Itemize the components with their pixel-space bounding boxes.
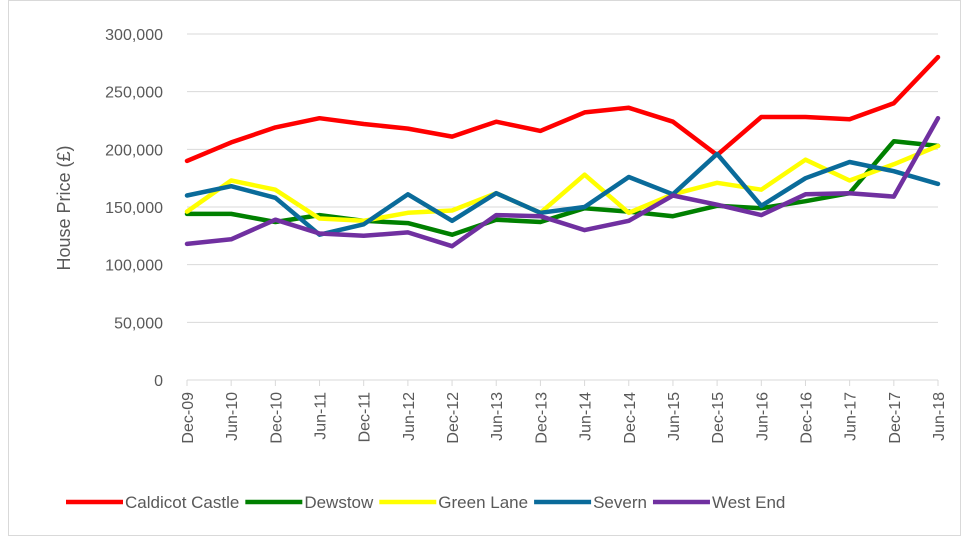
legend-item-dewstow: Dewstow — [245, 493, 374, 512]
legend-label: West End — [712, 493, 785, 512]
series-line-green-lane — [184, 143, 941, 224]
axes — [186, 379, 939, 386]
chart-frame — [8, 0, 961, 536]
series-lines — [184, 54, 941, 249]
legend: Caldicot Castle Dewstow Green Lane Severn We… — [66, 493, 785, 512]
x-tick-labels: Dec-09 Jun-10 Dec-10 Jun-11 Dec-11 Jun-12 Dec-… — [180, 392, 948, 444]
y-tick-label: 250,000 — [105, 85, 163, 102]
y-tick-labels: 0 50,000 100,000 150,000 200,000 250,000 300,0… — [105, 27, 163, 390]
x-tick-label: Dec-13 — [533, 392, 550, 444]
legend-label: Severn — [593, 493, 647, 512]
x-tick-label: Jun-14 — [578, 392, 595, 441]
legend-item-west-end: West End — [652, 493, 785, 512]
x-tick-label: Jun-17 — [843, 392, 860, 441]
x-tick-label: Jun-15 — [666, 392, 683, 441]
x-tick-label: Dec-15 — [710, 392, 727, 444]
x-tick-label: Dec-11 — [357, 392, 374, 442]
x-tick-label: Jun-12 — [401, 392, 418, 441]
legend-item-green-lane: Green Lane — [379, 493, 528, 512]
x-tick-label: Jun-10 — [224, 392, 241, 441]
y-tick-label: 150,000 — [105, 200, 163, 217]
x-tick-label: Jun-18 — [931, 392, 948, 441]
y-tick-label: 50,000 — [114, 315, 163, 332]
x-tick-label: Jun-13 — [489, 392, 506, 441]
series-line-caldicot-castle — [184, 54, 941, 164]
x-tick-label: Dec-17 — [887, 392, 904, 444]
legend-label: Caldicot Castle — [125, 493, 239, 512]
y-tick-label: 100,000 — [105, 258, 163, 275]
y-tick-label: 200,000 — [105, 142, 163, 159]
legend-item-severn: Severn — [534, 493, 647, 512]
y-tick-label: 300,000 — [105, 27, 163, 44]
y-tick-label: 0 — [154, 373, 163, 390]
x-tick-label: Dec-14 — [622, 392, 639, 444]
series-line-west-end — [184, 115, 941, 249]
y-axis-title: House Price (£) — [54, 145, 74, 270]
legend-label: Green Lane — [438, 493, 528, 512]
gridlines — [187, 33, 938, 323]
x-tick-label: Dec-10 — [268, 392, 285, 444]
x-tick-label: Jun-11 — [313, 392, 330, 440]
x-tick-label: Dec-16 — [798, 392, 815, 444]
x-tick-label: Dec-09 — [180, 392, 197, 444]
x-tick-label: Dec-12 — [445, 392, 462, 444]
x-tick-label: Jun-16 — [754, 392, 771, 441]
legend-label: Dewstow — [304, 493, 374, 512]
series-line-severn — [184, 151, 941, 237]
legend-item-caldicot-castle: Caldicot Castle — [66, 493, 239, 512]
